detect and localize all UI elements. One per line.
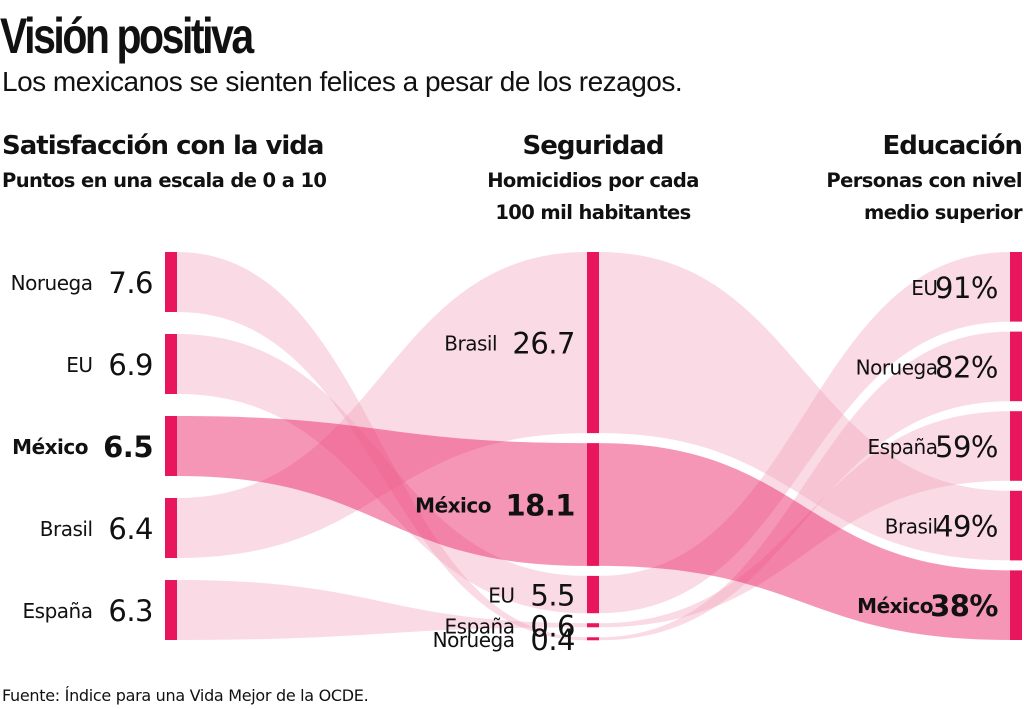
country-label-educacion-eu: EU bbox=[911, 276, 937, 300]
country-label-educacion-mexico: México bbox=[857, 594, 933, 618]
flow-layer bbox=[177, 252, 1010, 641]
bar-seguridad-noruega bbox=[587, 637, 599, 641]
flow-eu-1-2 bbox=[177, 334, 587, 614]
bar-satisfaccion-noruega bbox=[165, 252, 177, 312]
bar-layer bbox=[165, 252, 1022, 641]
country-label-seguridad-mexico: México bbox=[415, 494, 491, 518]
flow-mexico-2-3 bbox=[599, 443, 1010, 640]
value-label-satisfaccion-mexico: 6.5 bbox=[103, 430, 153, 464]
country-label-satisfaccion-mexico: México bbox=[12, 435, 88, 459]
value-label-educacion-eu: 91% bbox=[935, 271, 998, 305]
country-label-satisfaccion-eu: EU bbox=[66, 353, 92, 377]
flow-noruega-2-3 bbox=[599, 331, 1010, 641]
value-label-seguridad-brasil: 26.7 bbox=[512, 327, 575, 361]
flow-mexico-1-2 bbox=[177, 416, 587, 566]
bar-seguridad-espana bbox=[587, 623, 599, 628]
value-label-satisfaccion-eu: 6.9 bbox=[108, 348, 153, 382]
column-subtitle-educacion-2: medio superior bbox=[864, 201, 1023, 224]
country-label-seguridad-brasil: Brasil bbox=[444, 332, 497, 356]
bar-educacion-noruega bbox=[1010, 331, 1022, 402]
bar-educacion-brasil bbox=[1010, 490, 1022, 561]
column-subtitle-educacion-1: Personas con nivel bbox=[826, 169, 1022, 192]
country-label-seguridad-espana: España bbox=[445, 614, 515, 638]
column-headers: Satisfacción con la vida Puntos en una es… bbox=[2, 131, 1024, 224]
source-note: Fuente: Índice para una Vida Mejor de la… bbox=[2, 686, 369, 705]
country-label-seguridad-eu: EU bbox=[488, 584, 514, 608]
flow-espana-2-3 bbox=[599, 411, 1010, 628]
country-label-educacion-noruega: Noruega bbox=[856, 355, 938, 379]
column-subtitle-seguridad-1: Homicidios por cada bbox=[487, 169, 699, 192]
bar-satisfaccion-espana bbox=[165, 580, 177, 640]
flow-espana-1-2 bbox=[177, 580, 587, 640]
value-label-educacion-brasil: 49% bbox=[935, 510, 998, 544]
column-title-educacion: Educación bbox=[882, 131, 1022, 161]
column-title-satisfaccion: Satisfacción con la vida bbox=[2, 131, 323, 161]
flow-eu-2-3 bbox=[599, 252, 1010, 614]
bar-educacion-espana bbox=[1010, 411, 1022, 481]
bar-seguridad-mexico bbox=[587, 443, 599, 566]
country-label-satisfaccion-brasil: Brasil bbox=[40, 517, 93, 541]
bar-seguridad-brasil bbox=[587, 252, 599, 434]
flow-noruega-1-2 bbox=[177, 252, 587, 641]
column-subtitle-seguridad-2: 100 mil habitantes bbox=[495, 201, 690, 224]
flow-brasil-2-3 bbox=[599, 252, 1010, 561]
bar-educacion-eu bbox=[1010, 252, 1022, 322]
country-label-educacion-brasil: Brasil bbox=[885, 515, 938, 539]
bar-educacion-mexico bbox=[1010, 570, 1022, 640]
page-title: Visión positiva bbox=[0, 8, 254, 64]
country-label-seguridad-noruega: Noruega bbox=[433, 628, 515, 652]
bar-seguridad-eu bbox=[587, 575, 599, 614]
value-label-seguridad-mexico: 18.1 bbox=[505, 489, 575, 523]
bar-satisfaccion-brasil bbox=[165, 498, 177, 558]
value-label-educacion-espana: 59% bbox=[935, 430, 998, 464]
country-label-satisfaccion-noruega: Noruega bbox=[11, 271, 93, 295]
country-label-educacion-espana: España bbox=[868, 435, 938, 459]
value-label-seguridad-eu: 5.5 bbox=[530, 579, 575, 613]
column-subtitle-satisfaccion-1: Puntos en una escala de 0 a 10 bbox=[2, 169, 326, 192]
value-label-satisfaccion-espana: 6.3 bbox=[108, 594, 153, 628]
column-title-seguridad: Seguridad bbox=[523, 131, 664, 161]
value-label-satisfaccion-brasil: 6.4 bbox=[108, 512, 153, 546]
value-label-seguridad-noruega: 0.4 bbox=[530, 623, 575, 657]
value-label-educacion-noruega: 82% bbox=[935, 350, 998, 384]
value-label-seguridad-espana: 0.6 bbox=[530, 609, 575, 643]
value-label-satisfaccion-noruega: 7.6 bbox=[108, 266, 153, 300]
label-layer: 7.6 Noruega 6.9 EU 6.5 México 6.4 Brasil 6.3 Espa… bbox=[11, 266, 999, 657]
value-label-educacion-mexico: 38% bbox=[930, 589, 998, 623]
country-label-satisfaccion-espana: España bbox=[23, 599, 93, 623]
bar-satisfaccion-mexico bbox=[165, 416, 177, 476]
page-subtitle: Los mexicanos se sienten felices a pesar… bbox=[2, 66, 683, 97]
bar-satisfaccion-eu bbox=[165, 334, 177, 394]
flow-brasil-1-2 bbox=[177, 252, 587, 558]
